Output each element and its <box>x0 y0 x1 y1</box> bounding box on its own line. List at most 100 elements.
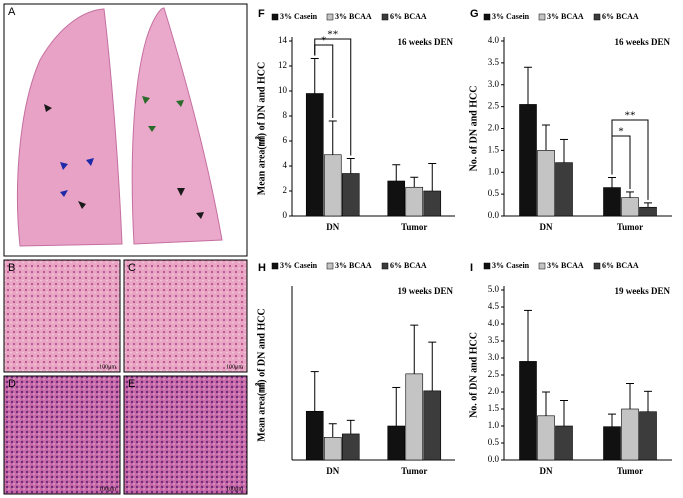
bar <box>323 437 342 461</box>
x-tick-label: Tumor <box>617 222 643 232</box>
y-tick-label: 0.0 <box>488 454 500 464</box>
y-tick-label: 0.5 <box>488 437 500 447</box>
bar <box>537 150 555 217</box>
y-tick-label: 2 <box>283 185 288 195</box>
x-tick-label: Tumor <box>617 466 643 476</box>
bar <box>423 190 442 217</box>
panel-label: C <box>128 262 136 274</box>
panel-label: D <box>8 378 16 390</box>
bar <box>639 206 657 217</box>
bar <box>305 410 324 461</box>
legend-label: 6% BCAA <box>602 12 639 21</box>
y-tick-label: 4 <box>283 160 288 170</box>
y-tick-label: 2.0 <box>488 123 500 133</box>
y-tick-label: 4.0 <box>488 35 500 45</box>
legend-label: 6% BCAA <box>390 261 427 270</box>
y-axis-label: No. of DN and HCC <box>468 86 479 172</box>
y-tick-label: 2.5 <box>488 101 500 111</box>
y-tick-label: 14 <box>278 35 288 45</box>
bar <box>537 415 555 461</box>
panel-d <box>3 375 121 495</box>
annotation: 16 weeks DEN <box>398 37 454 47</box>
bar <box>423 390 442 461</box>
panel-label: G <box>470 8 479 20</box>
annotation: 16 weeks DEN <box>615 37 671 47</box>
bar <box>323 154 342 217</box>
y-tick-label: 1.0 <box>488 420 500 430</box>
liver-lobe <box>131 7 223 245</box>
legend-label: 3% Casein <box>492 261 530 270</box>
significance-bracket <box>611 135 631 189</box>
bar <box>621 408 639 461</box>
significance-bracket <box>314 38 352 156</box>
y-tick-label: 1.0 <box>488 166 500 176</box>
x-tick-label: Tumor <box>401 222 427 232</box>
legend-swatch <box>483 13 491 21</box>
panel-b <box>3 259 121 373</box>
y-tick-label: 1.5 <box>488 403 500 413</box>
scale-bar: 100μm <box>99 364 116 370</box>
panel-label: B <box>8 262 15 274</box>
y-tick-label: 4.0 <box>488 318 500 328</box>
legend-swatch <box>593 13 601 21</box>
scale-bar: 100μm <box>99 486 116 492</box>
bar <box>387 425 406 461</box>
legend-label: 3% BCAA <box>547 12 584 21</box>
panel-c <box>123 259 248 373</box>
bar <box>603 187 621 217</box>
legend-swatch <box>326 262 334 270</box>
legend-swatch <box>538 262 546 270</box>
bar <box>639 411 657 461</box>
y-tick-label: 3.0 <box>488 352 500 362</box>
panel-label: H <box>258 262 266 274</box>
legend-label: 3% Casein <box>280 261 318 270</box>
y-tick-label: 6 <box>283 135 288 145</box>
panel-e <box>123 375 248 495</box>
y-tick-label: 4.5 <box>488 301 500 311</box>
annotation: 19 weeks DEN <box>398 286 454 296</box>
y-tick-label: 5.0 <box>488 284 500 294</box>
y-tick-label: 12 <box>278 60 287 70</box>
bar <box>387 180 406 217</box>
legend-swatch <box>381 13 389 21</box>
significance-label: * <box>618 126 624 138</box>
significance-label: ** <box>327 29 338 41</box>
y-tick-label: 2.5 <box>488 369 500 379</box>
arrowheads <box>60 158 94 197</box>
x-tick-label: DN <box>326 222 339 232</box>
bar <box>621 197 639 217</box>
bar <box>405 373 424 461</box>
legend-swatch <box>483 262 491 270</box>
legend-label: 3% BCAA <box>547 261 584 270</box>
significance-label: ** <box>625 110 636 122</box>
y-tick-label: 2.0 <box>488 386 500 396</box>
y-tick-label: 1.5 <box>488 144 500 154</box>
significance-label: * <box>321 35 327 47</box>
annotation: 19 weeks DEN <box>615 286 671 296</box>
bar <box>603 426 621 461</box>
x-tick-label: DN <box>326 466 339 476</box>
panel-label: I <box>470 262 473 274</box>
y-tick-label: 0.0 <box>488 210 500 220</box>
y-tick-label: 10 <box>278 85 288 95</box>
arrowheads <box>44 104 204 219</box>
legend-label: 6% BCAA <box>602 261 639 270</box>
x-tick-label: DN <box>540 466 553 476</box>
bar <box>405 186 424 217</box>
y-tick-label: 0.5 <box>488 188 500 198</box>
panel-label: A <box>8 6 16 18</box>
arrowheads <box>142 96 184 132</box>
y-tick-label: 3.5 <box>488 57 500 67</box>
x-tick-label: Tumor <box>401 466 427 476</box>
y-tick-label: 3.0 <box>488 79 500 89</box>
bar <box>305 93 324 217</box>
liver-lobe <box>16 8 123 247</box>
legend-swatch <box>271 13 279 21</box>
panel-label: E <box>128 378 135 390</box>
bar <box>555 162 573 217</box>
y-axis-label: Mean area(㎟) of DN and HCC <box>254 62 267 195</box>
legend-swatch <box>271 262 279 270</box>
legend-swatch <box>326 13 334 21</box>
x-tick-label: DN <box>540 222 553 232</box>
